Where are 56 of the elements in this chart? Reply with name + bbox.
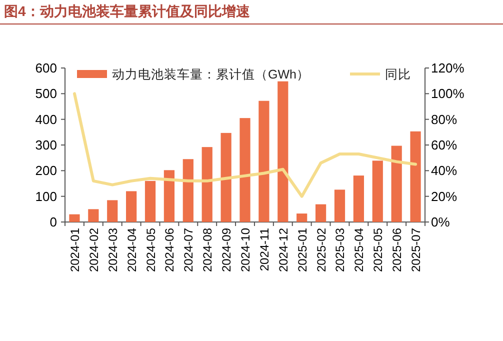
x-tick-label: 2024-11 [257, 228, 272, 272]
x-tick-label: 2025-05 [371, 228, 386, 272]
title: 图4：动力电池装车量累计值及同比增速 [4, 3, 250, 19]
y-tick-label: 300 [35, 138, 57, 152]
bar [69, 214, 80, 222]
y-tick-label: 100 [35, 188, 57, 204]
legend-label: 同比 [385, 68, 411, 82]
bar [107, 200, 118, 222]
x-tick-label: 2025-01 [295, 228, 310, 272]
bar [164, 170, 175, 222]
bar [410, 131, 421, 222]
x-tick-label: 2025-06 [390, 228, 404, 272]
bar [353, 176, 364, 222]
y-tick-label: 600 [35, 60, 57, 76]
y2-tick-label: 80% [431, 112, 458, 127]
bar [126, 191, 137, 222]
bar [296, 214, 308, 222]
bar [144, 180, 156, 222]
x-tick-label: 2024-06 [162, 228, 177, 272]
bar [315, 204, 326, 222]
x-tick-label: 2024-01 [68, 228, 82, 272]
y2-tick-label: 20% [431, 188, 458, 204]
y-tick-label: 0 [50, 214, 57, 230]
x-tick-label: 2024-02 [86, 228, 101, 272]
x-tick-label: 2024-03 [106, 228, 120, 272]
y-tick-label: 400 [35, 112, 57, 127]
bar [278, 81, 288, 222]
x-tick-label: 2025-04 [352, 228, 366, 272]
x-tick-label: 2025-03 [333, 228, 348, 272]
y-tick-label: 500 [35, 86, 57, 102]
bar [258, 100, 270, 222]
bar [182, 159, 194, 222]
x-tick-label: 2024-07 [182, 228, 196, 272]
bar [334, 190, 346, 222]
bar [220, 132, 232, 222]
y2-tick-label: 120% [431, 60, 465, 76]
legend-label: 动力电池装车量：累计值（GWh） [112, 68, 310, 82]
x-tick-label: 2024-09 [220, 228, 234, 272]
y2-tick-label: 0% [431, 214, 450, 230]
x-tick-label: 2024-05 [144, 228, 158, 272]
bar [372, 160, 383, 222]
x-tick-label: 2024-10 [238, 228, 252, 272]
x-tick-label: 2024-12 [276, 228, 290, 272]
x-tick-label: 2024-04 [124, 228, 139, 272]
bar [202, 147, 212, 222]
line-series [72, 92, 418, 198]
x-tick-label: 2024-08 [200, 228, 215, 272]
y2-tick-label: 40% [431, 163, 458, 178]
x-tick-label: 2025-07 [409, 228, 424, 272]
bar [240, 118, 250, 222]
y-tick-label: 200 [35, 163, 57, 178]
x-tick-label: 2025-02 [314, 228, 328, 272]
bar [391, 146, 402, 222]
bar [88, 209, 99, 222]
y2-tick-label: 100% [431, 86, 465, 102]
y2-tick-label: 60% [431, 138, 458, 152]
